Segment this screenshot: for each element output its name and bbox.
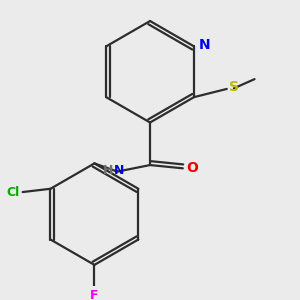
Text: N: N bbox=[198, 38, 210, 52]
Text: O: O bbox=[186, 161, 198, 175]
Text: Cl: Cl bbox=[6, 185, 20, 199]
Text: H: H bbox=[103, 164, 113, 177]
Text: N: N bbox=[113, 164, 124, 177]
Text: S: S bbox=[230, 80, 239, 94]
Text: F: F bbox=[90, 290, 99, 300]
